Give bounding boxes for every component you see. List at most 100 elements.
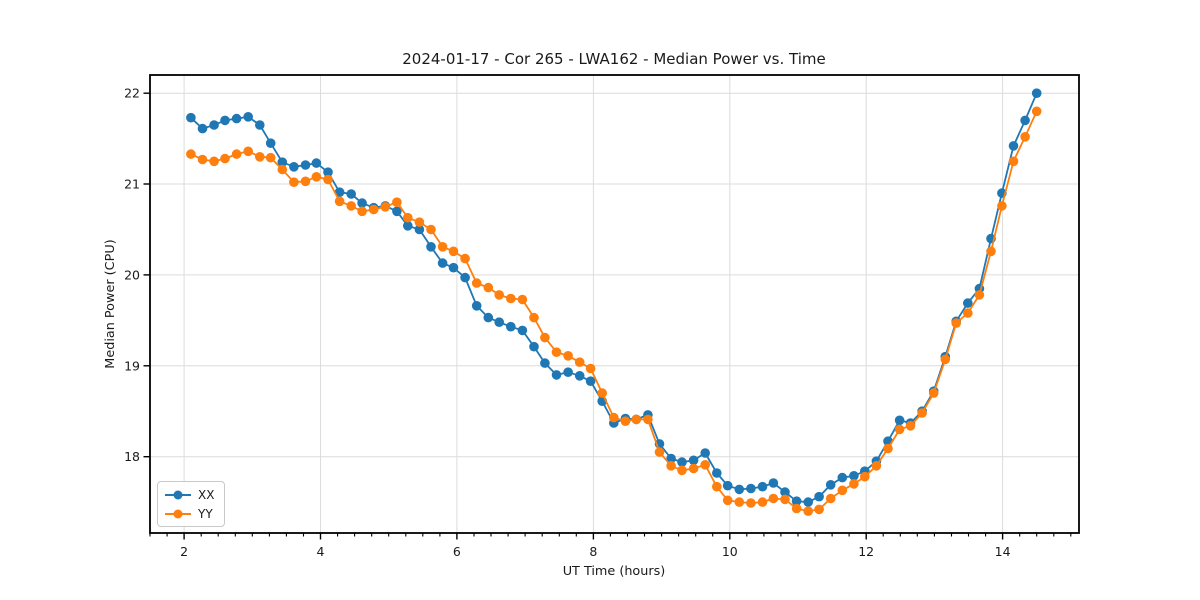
y-tick-label: 18: [124, 449, 140, 464]
series-xx-point: [551, 370, 562, 380]
series-yy-point: [323, 174, 333, 185]
series-xx-point: [220, 115, 230, 126]
series-yy-point: [448, 246, 459, 257]
series-xx-point: [426, 242, 436, 252]
series-yy-point: [209, 156, 219, 167]
series-yy-point: [346, 201, 357, 211]
series-yy-point: [300, 176, 311, 187]
series-xx-point: [334, 187, 345, 197]
legend: XX YY: [157, 481, 225, 527]
series-xx-line: [190, 92, 1038, 503]
x-tick-label: 2: [180, 544, 188, 559]
series-xx-point: [1020, 115, 1030, 126]
series-yy-point: [551, 347, 562, 358]
series-yy-point: [334, 196, 345, 207]
series-yy-point: [951, 318, 961, 328]
series-xx-point: [722, 480, 733, 491]
series-xx-point: [300, 160, 311, 170]
series-yy-point: [277, 164, 288, 175]
series-xx-point: [506, 321, 516, 332]
series-xx-point: [1031, 88, 1042, 98]
series-yy-point: [311, 172, 322, 182]
series-xx-point: [791, 496, 802, 507]
series-yy-point: [905, 421, 916, 431]
series-yy-point: [437, 242, 448, 252]
series-yy-point: [563, 351, 573, 361]
series-yy-point: [186, 149, 196, 159]
series-yy-point: [265, 152, 276, 163]
plot-border: [149, 74, 1080, 534]
data-series: [186, 88, 1042, 516]
y-tick-label: 19: [124, 358, 140, 373]
series-xx-point: [1008, 141, 1019, 151]
series-xx-point: [746, 483, 756, 494]
x-tick-label: 10: [722, 544, 738, 559]
series-yy-point: [494, 290, 505, 300]
series-yy-point: [825, 493, 836, 504]
chart-title: 2024-01-17 - Cor 265 - LWA162 - Median P…: [402, 50, 826, 68]
series-yy-line: [190, 110, 1038, 513]
series-xx-point: [517, 325, 528, 336]
series-xx-point: [677, 457, 687, 467]
series-xx-point: [666, 453, 676, 464]
series-yy-point: [963, 308, 973, 318]
series-yy-point: [894, 424, 905, 435]
series-yy-point: [609, 412, 619, 423]
series-yy-point: [220, 153, 230, 164]
series-yy-point: [643, 414, 653, 425]
grid-lines: [150, 75, 1079, 533]
series-xx-point: [289, 162, 299, 172]
series-xx-point: [803, 497, 813, 507]
series-yy-marker-icon: [165, 509, 191, 519]
series-xx-point: [265, 138, 276, 148]
series-yy-point: [803, 506, 813, 516]
series-yy-point: [631, 414, 642, 425]
series-yy-point: [654, 447, 665, 457]
series-xx-marker-icon: [165, 490, 191, 500]
x-tick-label: 6: [453, 544, 461, 559]
series-xx-point: [231, 113, 242, 124]
series-yy-point: [974, 290, 985, 300]
series-xx-point: [392, 206, 402, 217]
series-xx-point: [277, 157, 288, 167]
series-yy-point: [574, 357, 585, 368]
series-yy-point: [597, 388, 607, 398]
series-yy-point: [585, 363, 596, 374]
series-xx-point: [357, 198, 367, 208]
series-yy-point: [734, 497, 745, 507]
series-yy-point: [986, 246, 996, 257]
series-xx-point: [323, 167, 333, 177]
series-yy-point: [231, 149, 242, 159]
series-xx-point: [757, 481, 768, 492]
series-yy-point: [791, 503, 802, 514]
series-yy-point: [289, 177, 299, 187]
series-yy-point: [517, 294, 528, 305]
series-yy-point: [403, 212, 413, 223]
x-axis-label: UT Time (hours): [563, 564, 666, 579]
series-yy-point: [677, 465, 687, 476]
series-xx-point: [814, 491, 824, 502]
series-yy-point: [1008, 156, 1019, 167]
series-xx-point: [460, 272, 470, 283]
series-yy-point: [940, 354, 951, 365]
series-xx-point: [712, 468, 722, 478]
series-yy-point: [849, 479, 859, 489]
series-yy-point: [928, 388, 939, 398]
legend-entry-xx: XX: [165, 486, 217, 503]
series-xx-point: [585, 376, 596, 387]
series-yy-point: [700, 460, 710, 470]
series-yy-point: [529, 312, 539, 323]
series-xx-point: [837, 472, 848, 483]
series-xx-point: [243, 112, 253, 122]
series-xx-point: [780, 487, 790, 497]
series-xx-point: [448, 262, 459, 273]
legend-label-yy: YY: [198, 506, 213, 521]
series-xx-point: [574, 371, 585, 381]
legend-label-xx: XX: [198, 487, 215, 502]
series-yy-point: [483, 282, 494, 293]
y-tick-label: 21: [124, 177, 140, 192]
series-xx-point: [403, 221, 413, 231]
series-xx-point: [734, 484, 745, 495]
series-yy-point: [368, 204, 379, 215]
